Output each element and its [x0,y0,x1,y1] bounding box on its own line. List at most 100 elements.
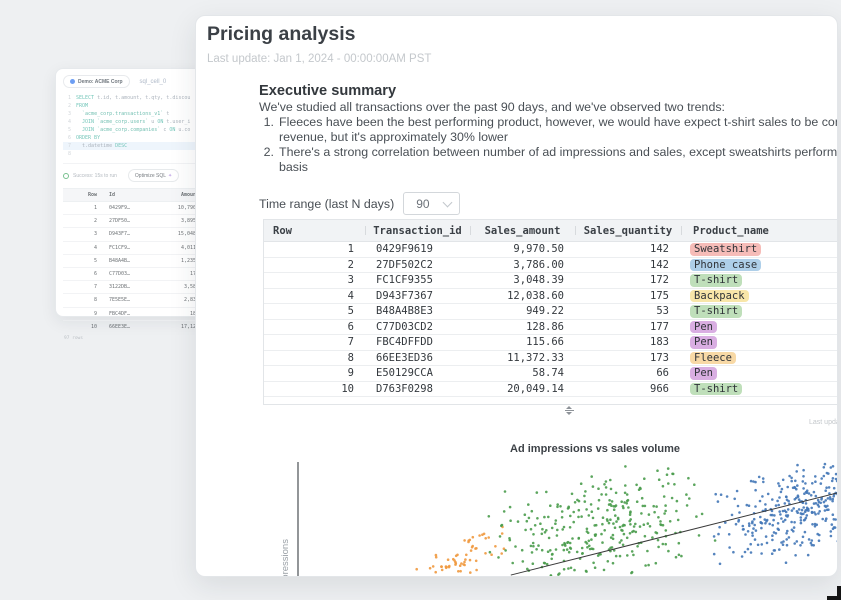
time-range-value: 90 [416,196,430,211]
transaction-id-cell: B48A4B8E3 [376,305,433,318]
table-row: 5 B48A4B8E3 949.22 53 T-shirt [264,304,837,320]
table-row: 1 0429F9619 9,970.50 142 Sweatshirt [264,242,837,258]
id-cell: FBC4DF… [109,310,131,317]
line-number: 5 [67,127,71,133]
last-update-subtitle: Last update: Jan 1, 2024 - 00:00:00AM PS… [207,53,432,65]
sql-result-row: 5 B48A4B… 1,235… [63,255,224,268]
row-number-cell: 4 [93,244,97,251]
product-name-cell: Phone case [681,258,837,271]
header-divider [470,226,471,235]
transaction-id-cell: 27DF502C2 [376,258,433,271]
table-row: 3 FC1CF9355 3,048.39 172 T-shirt [264,273,837,289]
sales-quantity-cell: 177 [650,320,669,333]
sql-code[interactable]: 1 SELECT t.id, t.amount, t.qty, t.discou 2… [63,94,224,158]
query-status-row: Success: 15s to run Optimize SQL ✦ [63,163,224,182]
sales-quantity-cell: 66 [656,367,669,380]
code-token: c [160,127,170,133]
table-row: 9 E50129CCA 58.74 66 Pen [264,366,837,382]
table-row: 7 FBC4DFFDD 115.66 183 Pen [264,335,837,351]
column-header-sales-quantity: Sales_quantity [583,224,673,237]
time-range-row: Time range (last N days) 90 [259,192,461,215]
transaction-id-cell: D943F7367 [376,289,433,302]
id-cell: FC1CF9… [109,244,131,251]
header-divider [365,226,366,235]
product-name-cell: Pen [681,367,837,380]
tab-sql-cell[interactable]: sql_cell_0 [139,78,167,85]
table-resize-handle[interactable] [561,406,577,415]
sql-editor-header: Demo: ACME Corp sql_cell_0 [63,75,224,88]
row-number-cell: 3 [93,231,97,238]
sales-quantity-cell: 142 [650,258,669,271]
time-range-select[interactable]: 90 [403,192,461,215]
summary-heading: Executive summary [259,83,397,99]
sales-quantity-cell: 175 [650,289,669,302]
product-badge: Fleece [690,351,736,364]
code-token: ORDER BY [76,135,101,141]
summary-item-1-line-2: revenue, but it's approximately 30% lowe… [279,130,508,144]
summary-item-2-line-2: basis [279,160,308,174]
sql-result-row: 8 7E5E5E… 2,834 [63,294,224,308]
id-cell: D943F7… [109,231,131,238]
chart-y-axis-label: Ad impressions [280,539,291,577]
amount-cell: 15,048… [177,231,199,238]
code-token: t [163,111,170,117]
table-row: 6 C77D03CD2 128.86 177 Pen [264,320,837,335]
sales-amount-cell: 12,038.60 [507,289,564,302]
summary-item-1: 1. Fleeces have been the best performing… [259,115,838,145]
row-number-cell: 2 [93,218,97,225]
row-number-cell: 1 [347,243,354,256]
row-number-cell: 9 [347,367,354,380]
optimize-sql-button[interactable]: Optimize SQL ✦ [127,169,180,182]
amount-cell: 2,834 [183,297,199,304]
sales-quantity-cell: 53 [656,305,669,318]
sales-amount-cell: 20,049.14 [507,382,564,395]
sql-result-row: 10 66EE3E… 17,127 [63,321,224,334]
sales-quantity-cell: 142 [650,243,669,256]
amount-cell: 10,790… [177,205,199,212]
amount-cell: 177 [153,271,199,277]
code-token: `acme_corp.transactions_v1` [82,111,164,117]
code-token: FROM [76,103,89,109]
row-number-cell: 10 [341,382,354,395]
row-number-cell: 5 [347,305,354,318]
transactions-table: Row Transaction_id Sales_amount Sales_qu… [263,219,837,405]
sales-amount-cell: 3,786.00 [513,258,564,271]
line-number: 2 [67,103,71,109]
product-badge: Phone case [690,258,762,271]
sql-editor-content: Demo: ACME Corp sql_cell_0 1 SELECT t.id,… [56,69,231,350]
line-number: 3 [67,111,71,117]
amount-cell: 4,011… [180,244,199,251]
workspace-badge[interactable]: Demo: ACME Corp [63,75,130,88]
transaction-id-cell: 0429F9619 [376,243,433,256]
sales-amount-cell: 3,048.39 [513,274,564,287]
list-marker: 2. [263,145,274,159]
sql-results-body: 1 0429F9… 10,790… 2 27DF50… 3,895… 3 D943F7… 15,… [63,202,224,334]
product-badge: Pen [690,320,717,333]
sales-amount-cell: 128.86 [526,320,564,333]
transaction-id-cell: 66EE3ED36 [376,351,433,364]
line-number: 6 [67,135,71,141]
summary-item-2-line-1: There's a strong correlation between num… [279,145,838,159]
resize-bar-icon [564,410,574,411]
row-number-cell: 7 [347,336,354,349]
summary-item-1-line-1: Fleeces have been the best performing pr… [279,115,838,129]
sales-amount-cell: 115.66 [526,336,564,349]
table-row: 8 66EE3ED36 11,372.33 173 Fleece [264,351,837,366]
product-name-cell: Pen [681,320,837,333]
id-cell: 7E5E5E… [109,297,131,304]
id-cell: 66EE3E… [109,323,131,330]
row-number-cell: 10 [90,323,97,330]
column-header-sales-amount: Sales_amount [484,224,561,237]
transaction-id-cell: D763F0298 [376,382,433,395]
sales-amount-cell: 949.22 [526,305,564,318]
row-number-cell: 8 [347,351,354,364]
code-token: t.datetime [76,143,116,149]
chart-title: Ad impressions vs sales volume [510,443,680,455]
sql-result-row: 3 D943F7… 15,048… [63,228,224,242]
row-number-cell: 6 [347,320,354,333]
row-number-cell: 1 [93,205,97,212]
row-number-cell: 8 [93,297,97,304]
sql-result-row: 6 C77D03… 177 [63,268,224,282]
sql-result-row: 4 FC1CF9… 4,011… [63,242,224,255]
code-token: DESC [115,143,128,149]
